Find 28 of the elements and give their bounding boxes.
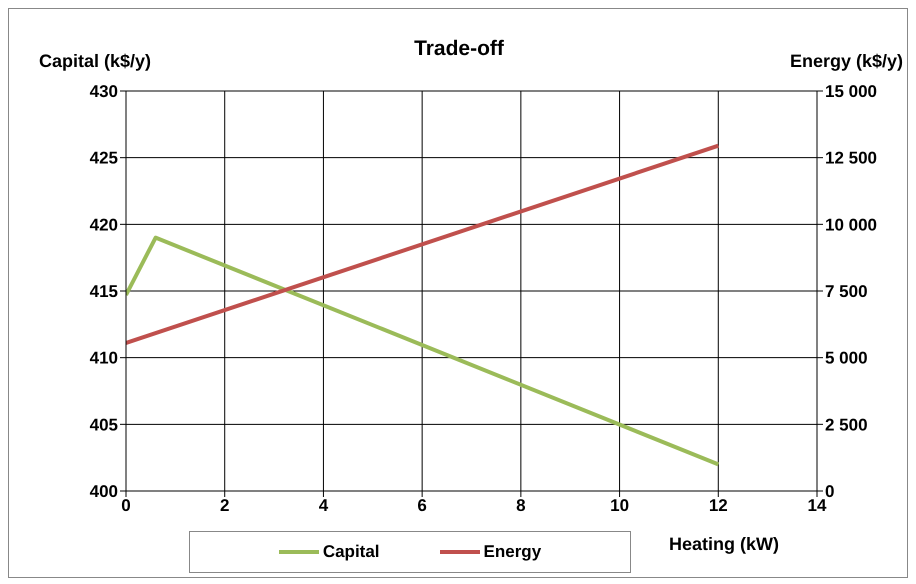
x-tick-label: 12 [708,496,728,516]
legend-label: Energy [484,542,542,562]
y-tick-label: 415 [90,282,118,302]
y2-axis-title: Energy (k$/y) [790,51,903,72]
y2-tick-label: 10 000 [825,215,877,234]
x-tick-label: 10 [610,496,630,516]
y-tick-label: 405 [90,415,118,434]
y-tick-label: 400 [90,482,118,502]
x-axis-title: Heating (kW) [669,534,779,555]
chart-title: Trade-off [414,37,504,60]
y2-tick-label: 15 000 [825,82,877,102]
y-tick-label: 430 [90,82,118,102]
y2-tick-label: 12 500 [825,148,877,168]
x-tick-label: 4 [318,496,329,516]
y-tick-label: 425 [90,148,118,168]
y-tick-label: 410 [90,348,118,368]
y2-tick-label: 0 [825,482,834,502]
y-axis-title: Capital (k$/y) [39,51,152,72]
x-tick-label: 2 [220,496,230,516]
x-tick-label: 14 [808,496,827,516]
y2-tick-label: 7 500 [825,282,868,302]
y-tick-label: 420 [90,215,118,234]
x-tick-label: 8 [516,496,526,516]
y2-tick-label: 2 500 [825,415,868,434]
x-tick-label: 0 [121,496,131,516]
y2-tick-label: 5 000 [825,348,868,368]
legend-label: Capital [322,542,380,562]
x-tick-label: 6 [417,496,427,516]
